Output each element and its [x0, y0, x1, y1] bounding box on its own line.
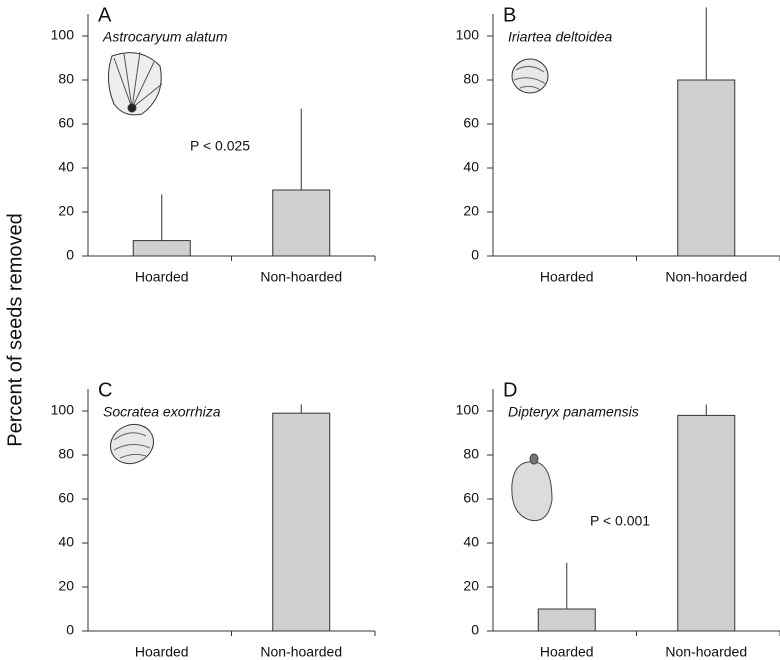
bar	[132, 240, 191, 257]
y-tick-label: 0	[471, 247, 479, 263]
y-tick-label: 40	[463, 159, 479, 175]
y-tick-label: 20	[58, 203, 74, 219]
x-tick-label: Hoarded	[135, 269, 189, 285]
bar	[537, 608, 596, 632]
species-name: Dipteryx panamensis	[508, 404, 639, 420]
y-tick-label: 0	[471, 622, 479, 638]
y-tick-label: 100	[456, 402, 480, 418]
bar	[272, 412, 331, 632]
y-tick-label: 80	[58, 71, 74, 87]
y-tick-label: 80	[58, 446, 74, 462]
y-tick-label: 60	[463, 490, 479, 506]
y-tick-label: 0	[66, 247, 74, 263]
y-tick-label: 40	[58, 159, 74, 175]
y-tick-label: 100	[51, 402, 75, 418]
seed-illustration	[511, 58, 549, 94]
y-tick-label: 80	[463, 446, 479, 462]
seed-illustration	[511, 453, 553, 522]
seed-illustration	[110, 423, 154, 465]
y-tick-label: 20	[58, 578, 74, 594]
panel-label: A	[98, 4, 112, 26]
annotation: P < 0.025	[190, 138, 250, 154]
x-tick-label: Hoarded	[135, 644, 189, 660]
bar	[677, 414, 736, 632]
species-name: Socratea exorrhiza	[103, 404, 221, 420]
panel-label: D	[503, 379, 517, 401]
species-name: Astrocaryum alatum	[102, 29, 228, 45]
x-tick-label: Non-hoarded	[665, 644, 747, 660]
y-tick-label: 60	[58, 490, 74, 506]
y-tick-label: 60	[58, 115, 74, 131]
y-tick-label: 100	[51, 27, 75, 43]
seed-illustration	[108, 51, 163, 116]
y-tick-label: 0	[66, 622, 74, 638]
y-tick-label: 20	[463, 203, 479, 219]
y-tick-label: 40	[58, 534, 74, 550]
y-axis-label: Percent of seeds removed	[4, 213, 26, 446]
species-name: Iriartea deltoidea	[508, 29, 613, 45]
x-tick-label: Hoarded	[540, 269, 594, 285]
y-tick-label: 20	[463, 578, 479, 594]
y-tick-label: 80	[463, 71, 479, 87]
y-tick-label: 100	[456, 27, 480, 43]
panel-label: C	[98, 379, 112, 401]
panel-label: B	[503, 4, 516, 26]
bar	[272, 189, 331, 257]
x-tick-label: Non-hoarded	[665, 269, 747, 285]
x-tick-label: Hoarded	[540, 644, 594, 660]
x-tick-label: Non-hoarded	[260, 644, 342, 660]
y-tick-label: 40	[463, 534, 479, 550]
y-tick-label: 60	[463, 115, 479, 131]
x-tick-label: Non-hoarded	[260, 269, 342, 285]
annotation: P < 0.001	[590, 513, 650, 529]
bar	[677, 79, 736, 257]
